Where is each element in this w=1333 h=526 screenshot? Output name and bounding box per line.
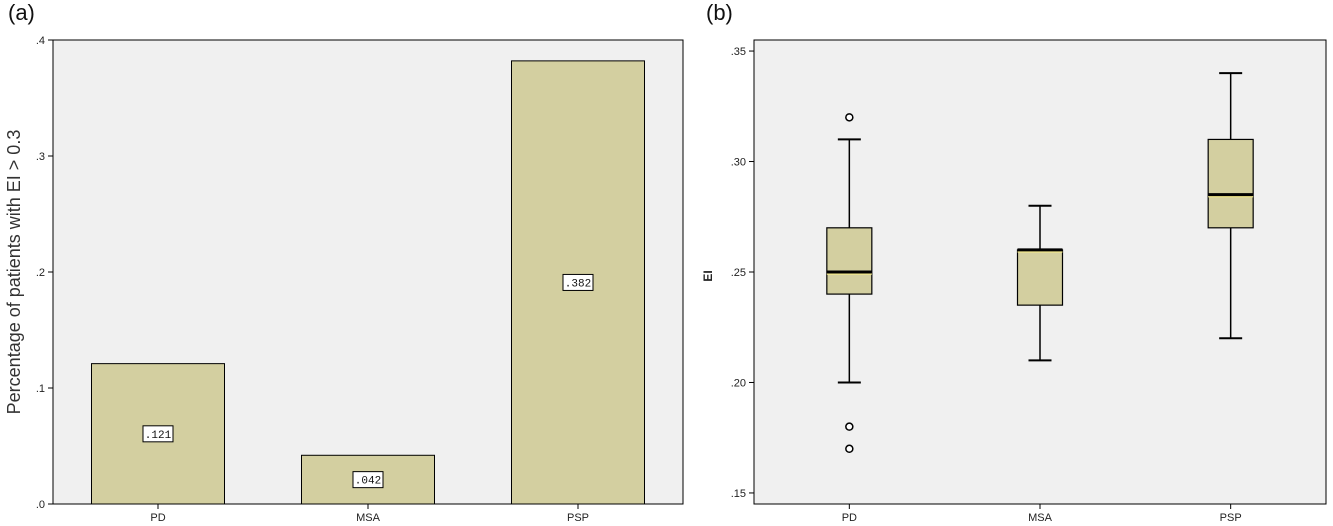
box bbox=[1207, 138, 1254, 229]
y-tick-label: .15 bbox=[731, 488, 746, 500]
y-tick-label: .20 bbox=[731, 377, 746, 389]
y-tick-label: .35 bbox=[731, 46, 746, 58]
y-tick-label: .4 bbox=[36, 35, 45, 47]
data-label: .121 bbox=[145, 430, 172, 442]
outlier-point bbox=[845, 444, 854, 454]
data-label-box bbox=[352, 471, 384, 489]
x-tick-label: MSA bbox=[1028, 512, 1053, 524]
y-tick-label: .25 bbox=[731, 267, 746, 279]
panel-b-label: (b) bbox=[706, 0, 733, 25]
outlier-point bbox=[845, 113, 854, 122]
data-label-box bbox=[562, 273, 594, 291]
data-label-box bbox=[142, 425, 174, 443]
y-tick-label: .30 bbox=[731, 157, 746, 169]
box-plot: .15 .20 .25 .30 .35 PD MSA PSP EI bbox=[701, 39, 1327, 524]
x-tick-label: PSP bbox=[1220, 512, 1242, 524]
y-tick-label: .3 bbox=[36, 151, 45, 163]
y-tick-label: .1 bbox=[36, 383, 45, 395]
bar-chart: .0 .1 .2 .3 .4 PD .121 MSA .042 PSP .382 Percentage… bbox=[4, 35, 684, 524]
x-tick-label: MSA bbox=[356, 512, 381, 524]
y-tick-label: .2 bbox=[36, 267, 45, 279]
outlier-point bbox=[845, 422, 854, 431]
x-tick-label: PD bbox=[842, 512, 857, 524]
data-label: .042 bbox=[355, 476, 381, 488]
y-axis-title: Percentage of patients with EI > 0.3 bbox=[4, 130, 24, 415]
y-axis-title: EI bbox=[701, 270, 715, 281]
box bbox=[1016, 249, 1064, 306]
x-tick-label: PD bbox=[150, 512, 165, 524]
data-label: .382 bbox=[565, 278, 591, 290]
box bbox=[826, 227, 873, 295]
x-tick-label: PSP bbox=[567, 512, 589, 524]
y-tick-label: .0 bbox=[36, 499, 45, 511]
panel-a-label: (a) bbox=[8, 0, 35, 25]
